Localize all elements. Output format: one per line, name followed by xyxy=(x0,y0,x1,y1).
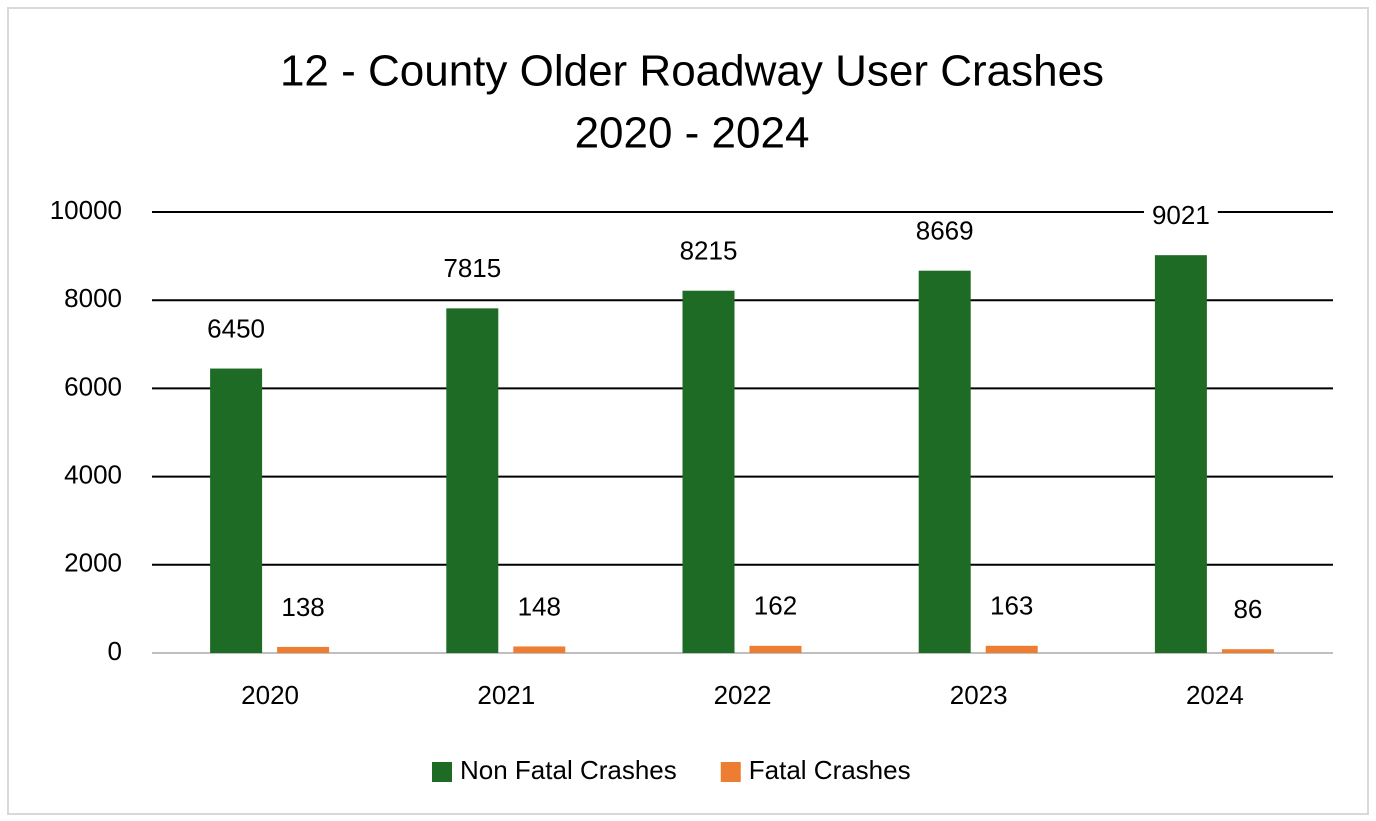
data-label-bg xyxy=(907,215,982,246)
data-label: 148 xyxy=(518,591,561,621)
bar xyxy=(1154,255,1207,654)
x-tick-label: 2020 xyxy=(241,680,299,710)
data-label: 8669 xyxy=(916,216,974,246)
bar xyxy=(513,646,566,653)
bar xyxy=(918,270,971,653)
x-tick-label: 2024 xyxy=(1186,680,1244,710)
chart-subtitle: 2020 - 2024 xyxy=(575,109,810,158)
y-tick-label: 0 xyxy=(108,636,122,666)
y-tick-label: 6000 xyxy=(64,371,122,401)
y-tick-label: 10000 xyxy=(50,195,122,225)
y-tick-label: 8000 xyxy=(64,283,122,313)
bar xyxy=(682,290,735,653)
data-label: 162 xyxy=(754,591,797,621)
legend-label: Non Fatal Crashes xyxy=(460,755,677,785)
data-label-bg xyxy=(273,591,333,622)
bar xyxy=(446,308,499,653)
data-label-bg xyxy=(671,235,746,266)
x-tick-label: 2021 xyxy=(477,680,535,710)
legend-swatch xyxy=(432,762,452,782)
data-label: 7815 xyxy=(443,253,501,283)
legend-label: Fatal Crashes xyxy=(749,755,911,785)
data-label: 6450 xyxy=(207,313,265,343)
bar xyxy=(749,645,802,653)
data-label: 163 xyxy=(990,591,1033,621)
bar xyxy=(277,646,330,653)
data-label-bg xyxy=(509,591,569,622)
data-label-bg xyxy=(982,590,1042,621)
data-label: 86 xyxy=(1233,594,1262,624)
bar xyxy=(1221,649,1274,653)
x-tick-label: 2023 xyxy=(950,680,1008,710)
data-label-bg xyxy=(435,253,510,284)
data-label: 138 xyxy=(281,592,324,622)
chart-title: 12 - County Older Roadway User Crashes xyxy=(280,47,1104,96)
data-label: 9021 xyxy=(1152,200,1210,230)
y-tick-label: 2000 xyxy=(64,548,122,578)
data-label-bg xyxy=(1143,200,1218,231)
data-label: 8215 xyxy=(680,236,738,266)
data-label-bg xyxy=(745,590,806,621)
x-tick-label: 2022 xyxy=(714,680,772,710)
legend-swatch xyxy=(720,762,741,782)
y-tick-label: 4000 xyxy=(64,459,122,489)
bar xyxy=(210,368,263,653)
data-label-bg xyxy=(1225,594,1271,625)
data-label-bg xyxy=(199,313,274,344)
bar xyxy=(985,645,1038,653)
